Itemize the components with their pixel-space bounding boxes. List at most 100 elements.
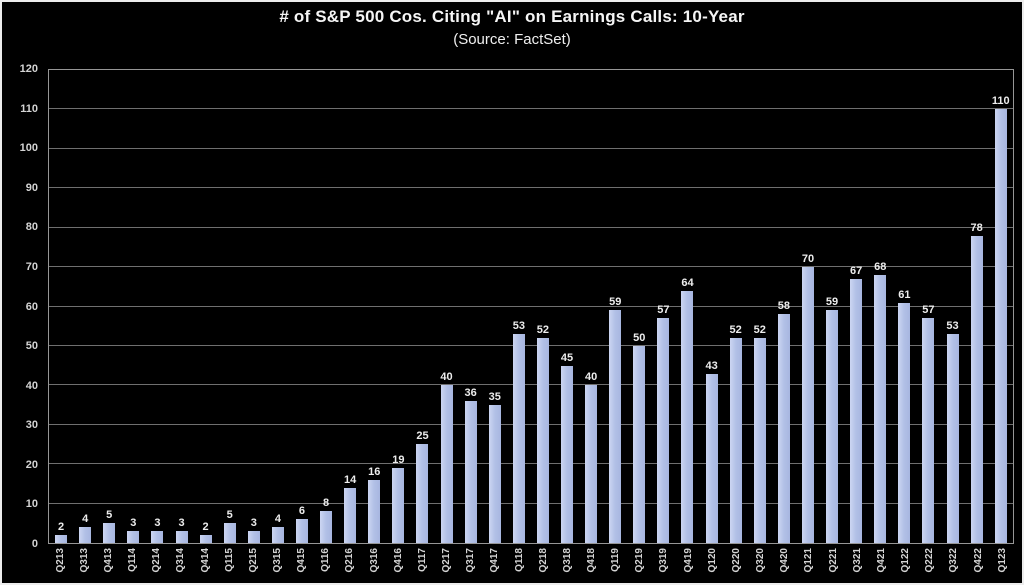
bar-value-label: 61 [898, 288, 911, 301]
bar-value-label: 59 [609, 296, 622, 309]
bar-value-label: 5 [226, 509, 233, 522]
bar [79, 527, 92, 543]
x-axis-tick-label: Q122 [900, 548, 912, 573]
gridline [49, 502, 1013, 504]
bar [175, 531, 188, 543]
bar-value-label: 52 [729, 324, 742, 337]
x-axis-tick-cell: Q422 [966, 548, 990, 583]
bar-column: 52 [724, 70, 748, 543]
x-axis-tick-label: Q321 [851, 548, 863, 573]
x-axis-tick-label: Q419 [682, 548, 694, 573]
y-axis-tick-label: 20 [25, 458, 38, 471]
x-axis-tick-cell: Q421 [869, 548, 893, 583]
bar [850, 278, 863, 543]
x-axis-tick-label: Q115 [223, 548, 235, 572]
bar-column: 53 [507, 70, 531, 543]
x-axis-tick-label: Q314 [175, 548, 187, 573]
y-axis-tick-label: 100 [19, 142, 38, 155]
y-axis-tick-label: 0 [31, 538, 38, 550]
bar-column: 110 [989, 70, 1013, 543]
x-axis-tick-cell: Q115 [217, 548, 241, 583]
x-axis-tick-label: Q417 [489, 548, 501, 573]
gridline [49, 305, 1013, 307]
x-axis-tick-label: Q219 [634, 548, 646, 573]
x-axis-tick-label: Q317 [465, 548, 477, 573]
bar-value-label: 52 [536, 324, 550, 337]
bar-value-label: 36 [464, 387, 477, 400]
bar-value-label: 64 [681, 276, 694, 289]
bar-column: 6 [290, 70, 314, 543]
bar-value-label: 3 [250, 517, 257, 530]
x-axis-labels: Q213 Q313 Q413 Q114 Q214 Q314 Q414 Q115 Q215 Q315… [48, 548, 1014, 583]
x-axis-tick-cell: Q318 [555, 548, 579, 583]
bar-column: 53 [940, 70, 964, 543]
bar [729, 338, 742, 543]
x-axis-tick-label: Q221 [827, 548, 839, 573]
x-axis-tick-label: Q213 [54, 548, 66, 573]
x-axis-tick-cell: Q417 [483, 548, 507, 583]
gridline [49, 344, 1013, 346]
bar [826, 310, 839, 543]
x-axis-tick-label: Q414 [199, 548, 211, 573]
bar-value-label: 6 [298, 505, 306, 518]
y-axis-tick-label: 40 [25, 379, 38, 392]
x-axis-tick-cell: Q216 [338, 548, 362, 583]
gridline [49, 187, 1013, 189]
bar-column: 64 [675, 70, 699, 543]
bar-column: 52 [531, 70, 555, 543]
bar [609, 310, 622, 543]
bar [681, 290, 694, 543]
bar-value-label: 14 [344, 473, 357, 486]
x-axis-tick-cell: Q119 [604, 548, 628, 583]
bar-column: 45 [555, 70, 579, 543]
bar-value-label: 8 [323, 497, 330, 510]
x-axis-tick-label: Q421 [875, 548, 887, 573]
x-axis-tick-label: Q420 [779, 548, 791, 573]
x-axis-tick-label: Q316 [368, 548, 380, 573]
bar-column: 3 [242, 70, 266, 543]
bar-value-label: 45 [560, 351, 574, 364]
x-axis-tick-label: Q320 [755, 548, 767, 573]
bar-column: 40 [579, 70, 603, 543]
bar-value-label: 53 [512, 320, 525, 333]
x-axis-tick-label: Q121 [803, 548, 815, 573]
x-axis-tick-cell: Q316 [362, 548, 386, 583]
y-axis-tick-label: 70 [25, 260, 38, 273]
y-axis-tick-label: 90 [25, 181, 38, 194]
bar-value-label: 57 [657, 304, 670, 317]
x-axis-tick-label: Q217 [441, 548, 453, 573]
x-axis-tick-cell: Q217 [435, 548, 459, 583]
plot-area: 2 4 5 3 3 3 2 5 3 4 6 8 14 16 19 25 40 36 35 53 52 45 40 59 50 57… [48, 69, 1014, 544]
bar [416, 444, 429, 543]
bar-column: 2 [49, 70, 73, 543]
x-axis-tick-label: Q218 [537, 548, 549, 573]
y-axis-tick-label: 60 [25, 300, 38, 313]
bar-value-label: 110 [991, 95, 1010, 108]
x-axis-tick-cell: Q414 [193, 548, 217, 583]
y-axis-tick-label: 80 [25, 221, 38, 234]
bar-value-label: 35 [488, 391, 501, 404]
bar-column: 4 [266, 70, 290, 543]
x-axis-tick-label: Q119 [610, 548, 622, 572]
bar [199, 535, 212, 543]
bar [633, 345, 646, 543]
bar [898, 302, 911, 543]
bar-column: 5 [97, 70, 121, 543]
x-axis-tick-label: Q114 [127, 548, 139, 572]
y-axis-tick-label: 30 [25, 419, 38, 432]
bar [55, 535, 68, 543]
bar-value-label: 3 [130, 517, 137, 530]
bar [464, 401, 477, 543]
bar-column: 3 [169, 70, 193, 543]
bar [536, 338, 549, 543]
bar [488, 405, 501, 543]
bar-value-label: 2 [202, 521, 209, 534]
gridline [49, 384, 1013, 386]
gridline [49, 266, 1013, 268]
bar-column: 68 [868, 70, 892, 543]
bar-column: 59 [603, 70, 627, 543]
y-axis-tick-label: 50 [25, 340, 38, 353]
x-axis-tick-cell: Q319 [652, 548, 676, 583]
x-axis-tick-cell: Q314 [169, 548, 193, 583]
x-axis-tick-label: Q215 [247, 548, 259, 573]
